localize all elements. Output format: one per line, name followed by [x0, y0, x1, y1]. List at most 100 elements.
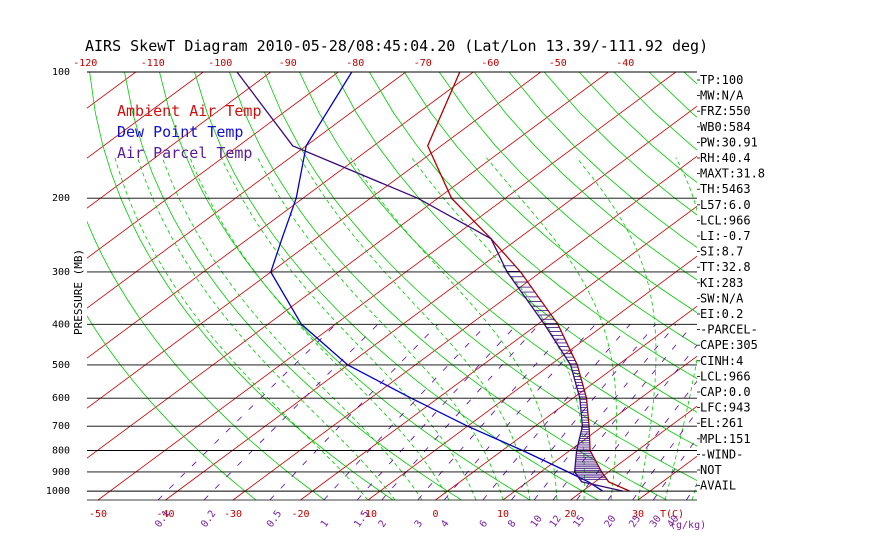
- index-item: TH:5463: [700, 182, 751, 196]
- isotherm-line: [87, 72, 204, 159]
- index-item: LI:-0.7: [700, 229, 751, 243]
- index-item: CAP:0.0: [700, 385, 751, 399]
- isotherm-line: [87, 72, 542, 409]
- index-item: TP:100: [700, 73, 743, 87]
- pressure-tick-label: 1000: [46, 486, 70, 497]
- index-item: NOT: [700, 463, 722, 477]
- mixing-ratio-label: 12: [548, 514, 564, 530]
- dry-adiabat-line: [824, 72, 870, 500]
- dry-adiabat-line: [87, 315, 257, 501]
- mixing-ratio-line: [356, 324, 518, 501]
- moist-adiabat-line: [161, 157, 423, 501]
- mixing-ratio-line: [269, 324, 439, 501]
- index-item: CAPE:305: [700, 338, 758, 352]
- dry-adiabat-line: [403, 72, 697, 346]
- top-temp-tick-label: -70: [414, 58, 432, 69]
- moist-adiabat-line: [486, 157, 617, 501]
- index-item: PW:30.91: [700, 135, 758, 149]
- isotherm-line: [300, 205, 697, 501]
- mixing-ratio-label: 8: [506, 518, 518, 529]
- index-item: L57:6.0: [700, 198, 751, 212]
- pressure-tick-label: 200: [52, 193, 70, 204]
- top-temp-tick-label: -50: [549, 58, 567, 69]
- isotherm-line: [87, 72, 339, 259]
- dry-adiabat-line: [754, 72, 870, 500]
- index-item: SI:8.7: [700, 245, 743, 259]
- dry-adiabat-line: [89, 72, 394, 501]
- dry-adiabat-line: [508, 72, 697, 248]
- dry-adiabat-line: [124, 72, 462, 501]
- isotherm-line: [367, 255, 697, 501]
- dry-adiabat-line: [368, 72, 697, 380]
- index-item: KI:283: [700, 276, 743, 290]
- bottom-temp-tick-label: 30: [632, 509, 644, 520]
- bottom-temp-tick-label: -50: [89, 509, 107, 520]
- legend-entry: Ambient Air Temp: [117, 102, 262, 120]
- isotherm-line: [87, 72, 137, 109]
- plot-traces: [236, 72, 630, 492]
- mixing-ratio-line: [157, 324, 337, 501]
- mixing-ratio-label: 6: [478, 518, 490, 529]
- index-item: MPL:151: [700, 432, 751, 446]
- dry-adiabat-line: [333, 72, 697, 413]
- index-item: LFC:943: [700, 401, 751, 415]
- index-item: CINH:4: [700, 354, 743, 368]
- series-line: [236, 72, 624, 492]
- mixing-ratio-line: [323, 324, 488, 501]
- mixing-ratio-label: 1: [319, 518, 331, 529]
- index-item: MW:N/A: [700, 89, 744, 103]
- dry-adiabat-line: [648, 72, 697, 118]
- bottom-unit-label: T(C): [660, 509, 684, 520]
- pressure-tick-label: 100: [52, 67, 70, 78]
- dry-adiabat-line: [264, 72, 697, 482]
- mixing-ratio-line: [576, 344, 697, 501]
- index-item: SW:N/A: [700, 291, 744, 305]
- plot-grid: [0, 72, 870, 501]
- chart-title: AIRS SkewT Diagram 2010-05-28/08:45:04.2…: [85, 37, 708, 55]
- mixing-ratio-label: 4: [439, 518, 451, 529]
- mixing-ratio-label: 0.5: [265, 509, 284, 530]
- dry-adiabat-line: [87, 220, 325, 501]
- mixing-ratio-label: 20: [603, 514, 619, 530]
- bottom-temp-tick-label: -40: [156, 509, 174, 520]
- index-item: FRZ:550: [700, 104, 751, 118]
- index-item: -PARCEL-: [700, 323, 758, 337]
- isotherm-line: [502, 355, 697, 501]
- top-temp-tick-label: -90: [279, 58, 297, 69]
- mixing-ratio-label: 0.2: [199, 509, 218, 530]
- moist-adiabat-line: [299, 157, 531, 501]
- bottom-temp-tick-label: 10: [497, 509, 509, 520]
- index-item: RH:40.4: [700, 151, 751, 165]
- index-item: WB0:584: [700, 120, 751, 134]
- index-item: EL:261: [700, 416, 743, 430]
- bottom-temp-tick-label: -20: [291, 509, 309, 520]
- isotherm-line: [97, 72, 677, 501]
- mixing-ratio-line: [417, 324, 572, 501]
- isotherm-line: [570, 405, 697, 501]
- mixing-ratio-line: [552, 324, 694, 501]
- pressure-tick-label: 900: [52, 467, 70, 478]
- top-temp-tick-label: -100: [208, 58, 232, 69]
- top-temp-tick-label: -110: [141, 58, 165, 69]
- isotherm-line: [165, 105, 697, 501]
- parcel-hatching: [504, 265, 607, 480]
- mixing-ratio-line: [381, 324, 540, 501]
- bottom-temp-tick-label: -10: [359, 509, 377, 520]
- index-item: EI:0.2: [700, 307, 743, 321]
- isotherm-line: [0, 72, 1, 500]
- isotherm-line: [232, 155, 697, 501]
- moist-adiabat-line: [189, 157, 450, 501]
- mixing-ratio-label: 3: [413, 518, 425, 529]
- moist-adiabat-line: [350, 157, 558, 501]
- moist-adiabat-line: [576, 157, 657, 501]
- bottom-temp-tick-label: 0: [432, 509, 438, 520]
- dry-adiabat-line: [789, 72, 870, 500]
- chart-legend: Ambient Air Temp Dew Point Temp Air Parcel…: [117, 102, 262, 162]
- isotherm-line: [87, 72, 609, 459]
- mixing-ratio-line: [632, 410, 697, 501]
- legend-entry: Dew Point Temp: [117, 123, 243, 141]
- isotherm-line: [87, 72, 272, 209]
- mixing-ratio-line: [533, 324, 677, 501]
